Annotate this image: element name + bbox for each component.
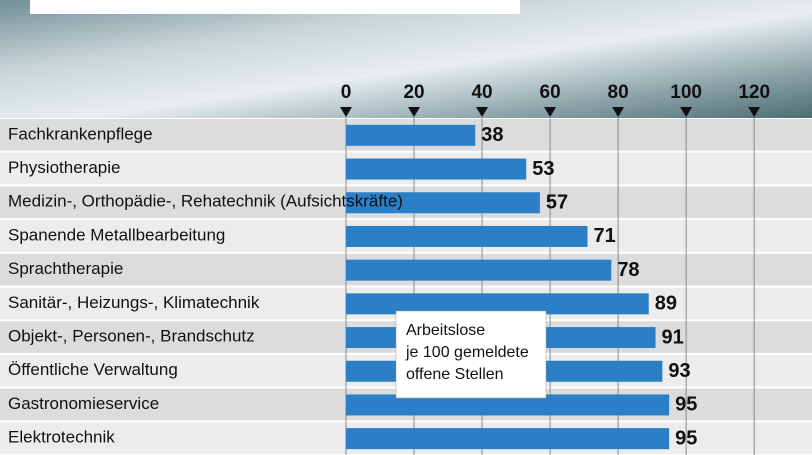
tick-marker	[748, 107, 761, 117]
value-label: 53	[532, 158, 554, 180]
tick-marker	[544, 107, 557, 117]
tick-marker	[408, 107, 421, 117]
value-label: 78	[617, 259, 639, 281]
bar	[346, 394, 670, 416]
tick-marker	[680, 107, 693, 117]
value-label: 89	[655, 293, 677, 315]
annotation-box	[395, 310, 547, 399]
value-label: 71	[594, 225, 616, 247]
category-label: Elektrotechnik	[8, 428, 115, 447]
tick-marker	[340, 107, 352, 117]
bar	[346, 124, 476, 146]
tick-marker	[476, 107, 489, 117]
annotation-text: je 100 gemeldete	[405, 344, 529, 361]
category-label: Öffentliche Verwaltung	[8, 360, 178, 379]
x-tick-label: 100	[670, 82, 702, 103]
tick-marker	[612, 107, 625, 117]
x-tick-label: 0	[341, 82, 352, 103]
value-label: 91	[662, 326, 684, 348]
value-label: 95	[675, 394, 697, 416]
bar	[346, 259, 612, 281]
bar	[346, 225, 588, 247]
value-label: 95	[675, 427, 697, 449]
value-label: 38	[481, 124, 503, 146]
x-tick-label: 20	[403, 82, 424, 103]
x-tick-label: 40	[471, 82, 492, 103]
x-tick-label: 60	[540, 82, 561, 103]
annotation-text: offene Stellen	[406, 366, 504, 383]
bar	[346, 158, 527, 180]
bar	[346, 192, 540, 214]
category-label: Physiotherapie	[8, 158, 120, 177]
category-label: Sprachtherapie	[8, 259, 123, 278]
annotation-text: Arbeitslose	[406, 322, 485, 339]
category-label: Gastronomieservice	[8, 394, 159, 413]
x-tick-label: 80	[608, 82, 629, 103]
header-photo	[0, 0, 812, 118]
category-label: Spanende Metallbearbeitung	[8, 225, 225, 244]
bar	[346, 428, 670, 450]
category-label: Sanitär-, Heizungs-, Klimatechnik	[8, 293, 260, 312]
value-label: 93	[668, 360, 690, 382]
category-label: Medizin-, Orthopädie-, Rehatechnik (Aufs…	[8, 192, 403, 211]
category-label: Fachkrankenpflege	[8, 124, 153, 143]
bar	[346, 293, 649, 315]
value-label: 57	[546, 192, 568, 214]
x-tick-label: 120	[738, 82, 770, 103]
category-label: Objekt-, Personen-, Brandschutz	[8, 327, 255, 346]
title-box	[30, 0, 520, 14]
